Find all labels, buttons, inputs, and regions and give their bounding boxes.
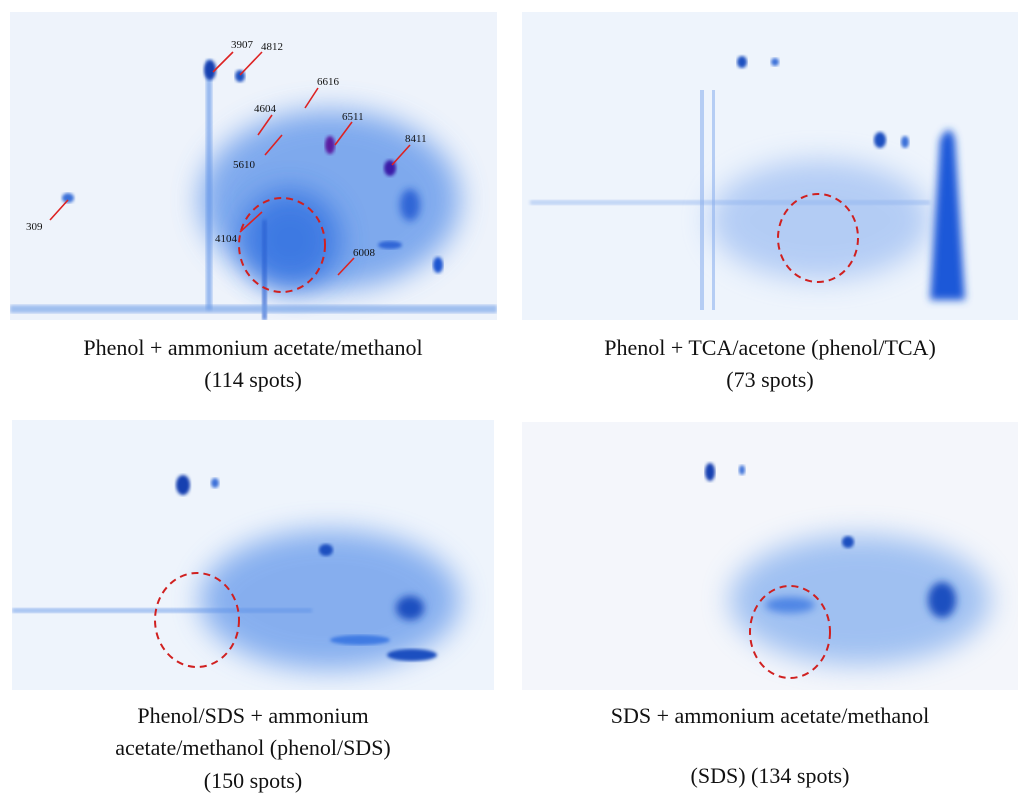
caption: Phenol + ammonium acetate/methanol — [83, 335, 422, 360]
spot-label: 4812 — [261, 41, 283, 53]
spot-label: 309 — [26, 221, 43, 233]
spot-label: 6616 — [317, 76, 340, 88]
caption: Phenol/SDS + ammonium — [137, 703, 368, 728]
gel-image-2 — [522, 12, 1018, 320]
caption: SDS + ammonium acetate/methanol — [611, 703, 930, 728]
spot-label: 3907 — [231, 39, 254, 51]
caption: (SDS) (134 spots) — [691, 763, 850, 788]
gel-image-3 — [12, 420, 494, 690]
caption: acetate/methanol (phenol/SDS) — [115, 735, 391, 760]
spot-label: 4604 — [254, 103, 277, 115]
spot-label: 6511 — [342, 111, 364, 123]
highlight-circle — [238, 197, 326, 293]
spot-label: 5610 — [233, 159, 256, 171]
caption: (73 spots) — [726, 367, 813, 392]
spot-label: 8411 — [405, 133, 427, 145]
spot-label: 4104 — [215, 233, 238, 245]
caption: Phenol + TCA/acetone (phenol/TCA) — [604, 335, 936, 360]
gel-image-1 — [10, 12, 497, 320]
gel-image-4 — [522, 422, 1018, 690]
spot-labels: 3907 4812 6616 4604 6511 5610 8411 309 4… — [26, 39, 427, 276]
spot-label: 6008 — [353, 247, 376, 259]
caption: (114 spots) — [204, 367, 302, 392]
caption: (150 spots) — [204, 768, 302, 793]
